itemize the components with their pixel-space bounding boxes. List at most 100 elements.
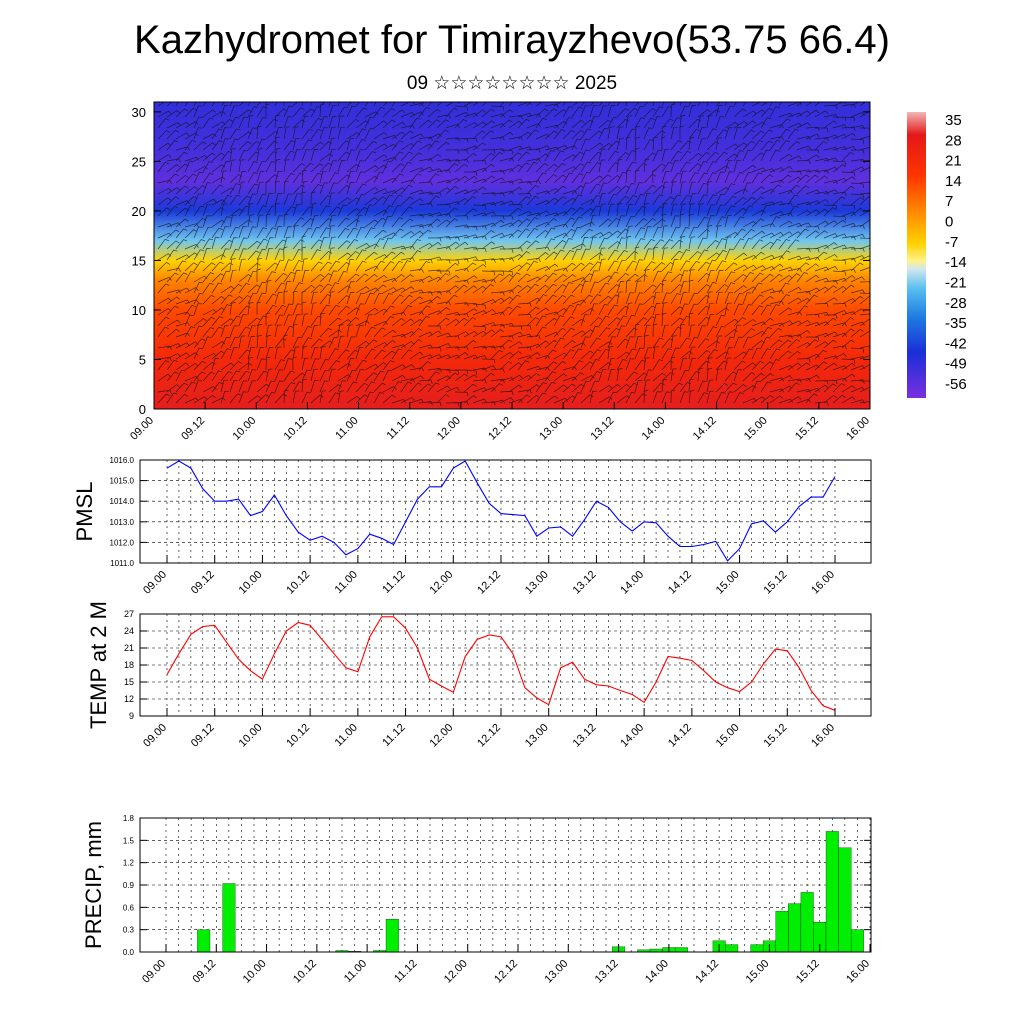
- wind-barb: [805, 154, 820, 162]
- wind-barb: [355, 369, 365, 382]
- wind-barb: [337, 324, 344, 338]
- wind-barb: [436, 246, 451, 251]
- wind-barb: [679, 369, 690, 382]
- wind-barb: [445, 369, 460, 375]
- wind-barb: [859, 166, 870, 173]
- wind-barb: [841, 103, 856, 108]
- wind-barb: [688, 312, 694, 327]
- wind-barb: [292, 282, 304, 294]
- wind-barb: [562, 207, 576, 217]
- wind-barb: [598, 282, 610, 294]
- wind-barb: [841, 151, 855, 162]
- wind-barb: [580, 228, 593, 239]
- wind-barb: [859, 380, 870, 382]
- wind-barb: [400, 184, 413, 195]
- wind-barb: [310, 149, 319, 162]
- x-tick-label: 15.00: [714, 722, 742, 750]
- wind-barb: [616, 249, 629, 261]
- wind-barb: [382, 386, 397, 393]
- wind-barb: [508, 186, 523, 195]
- wind-barb: [418, 136, 433, 141]
- wind-barb: [238, 391, 248, 404]
- wind-barb: [796, 305, 809, 316]
- wind-barb: [859, 160, 870, 162]
- wind-barb: [481, 211, 496, 217]
- wind-barb: [868, 358, 870, 360]
- wind-barb: [436, 114, 451, 119]
- wind-barb: [157, 373, 172, 382]
- wind-barb: [346, 307, 360, 316]
- wind-barb: [796, 271, 809, 283]
- wind-barb: [166, 173, 179, 184]
- wind-barb: [535, 315, 547, 327]
- wind-barb: [787, 338, 801, 349]
- wind-barb: [373, 292, 384, 305]
- wind-barb: [193, 226, 203, 239]
- wind-barb: [778, 294, 791, 305]
- wind-barb: [220, 285, 235, 294]
- wind-barb: [643, 139, 654, 151]
- wind-barb: [400, 286, 415, 294]
- wind-barb: [301, 246, 307, 261]
- wind-barb: [859, 401, 870, 404]
- wind-barb: [805, 149, 820, 154]
- wind-barb: [733, 303, 743, 316]
- wind-barb: [589, 325, 600, 338]
- wind-barb: [652, 136, 658, 151]
- wind-barb: [670, 293, 681, 305]
- wind-barb: [292, 172, 304, 184]
- wind-barb: [823, 314, 838, 319]
- wind-barb: [769, 304, 780, 316]
- wind-barb: [823, 189, 838, 195]
- wind-barb: [670, 160, 679, 173]
- wind-barb: [337, 227, 350, 239]
- wind-barb: [553, 360, 566, 371]
- wind-barb: [805, 339, 819, 349]
- wind-barb: [292, 270, 301, 283]
- wind-barb: [805, 225, 820, 231]
- wind-barb: [742, 196, 756, 206]
- wind-barb: [418, 275, 433, 283]
- wind-barb: [328, 236, 336, 250]
- wind-barb: [859, 330, 870, 338]
- x-tick-label: 15.12: [794, 958, 822, 986]
- wind-barb: [274, 136, 280, 151]
- wind-barb: [337, 197, 351, 206]
- wind-barb: [373, 154, 388, 162]
- wind-barb: [256, 324, 263, 338]
- wind-barb: [598, 102, 604, 107]
- wind-barb: [499, 233, 514, 239]
- wind-barb: [409, 152, 423, 162]
- wind-barb: [166, 222, 181, 228]
- wind-barb: [688, 251, 702, 261]
- wind-barb: [787, 122, 802, 129]
- wind-barb: [454, 159, 469, 164]
- wind-barb: [328, 317, 342, 327]
- wind-barb: [751, 321, 766, 327]
- wind-barb: [544, 339, 558, 349]
- wind-barb: [463, 383, 477, 393]
- wind-barb: [382, 119, 396, 129]
- wind-barb: [220, 105, 229, 118]
- wind-barb: [301, 227, 313, 239]
- wind-barb: [634, 359, 646, 371]
- x-tick-label: 11.12: [380, 569, 407, 596]
- wind-barb: [472, 102, 479, 107]
- wind-barb: [490, 383, 504, 393]
- wind-barb: [175, 299, 190, 305]
- wind-barb: [445, 207, 459, 217]
- wind-barb: [598, 341, 613, 349]
- wind-barb: [634, 246, 640, 261]
- wind-barb: [157, 316, 170, 327]
- wind-barb: [166, 102, 173, 107]
- wind-barb: [670, 203, 678, 217]
- wind-barb: [850, 182, 865, 188]
- wind-barb: [238, 349, 251, 360]
- wind-barb: [418, 344, 433, 349]
- wind-barb: [337, 363, 352, 371]
- wind-barb: [742, 328, 756, 338]
- wind-barb: [265, 262, 279, 272]
- wind-barb: [706, 194, 718, 206]
- wind-barb: [184, 381, 196, 393]
- wind-barb: [724, 282, 736, 294]
